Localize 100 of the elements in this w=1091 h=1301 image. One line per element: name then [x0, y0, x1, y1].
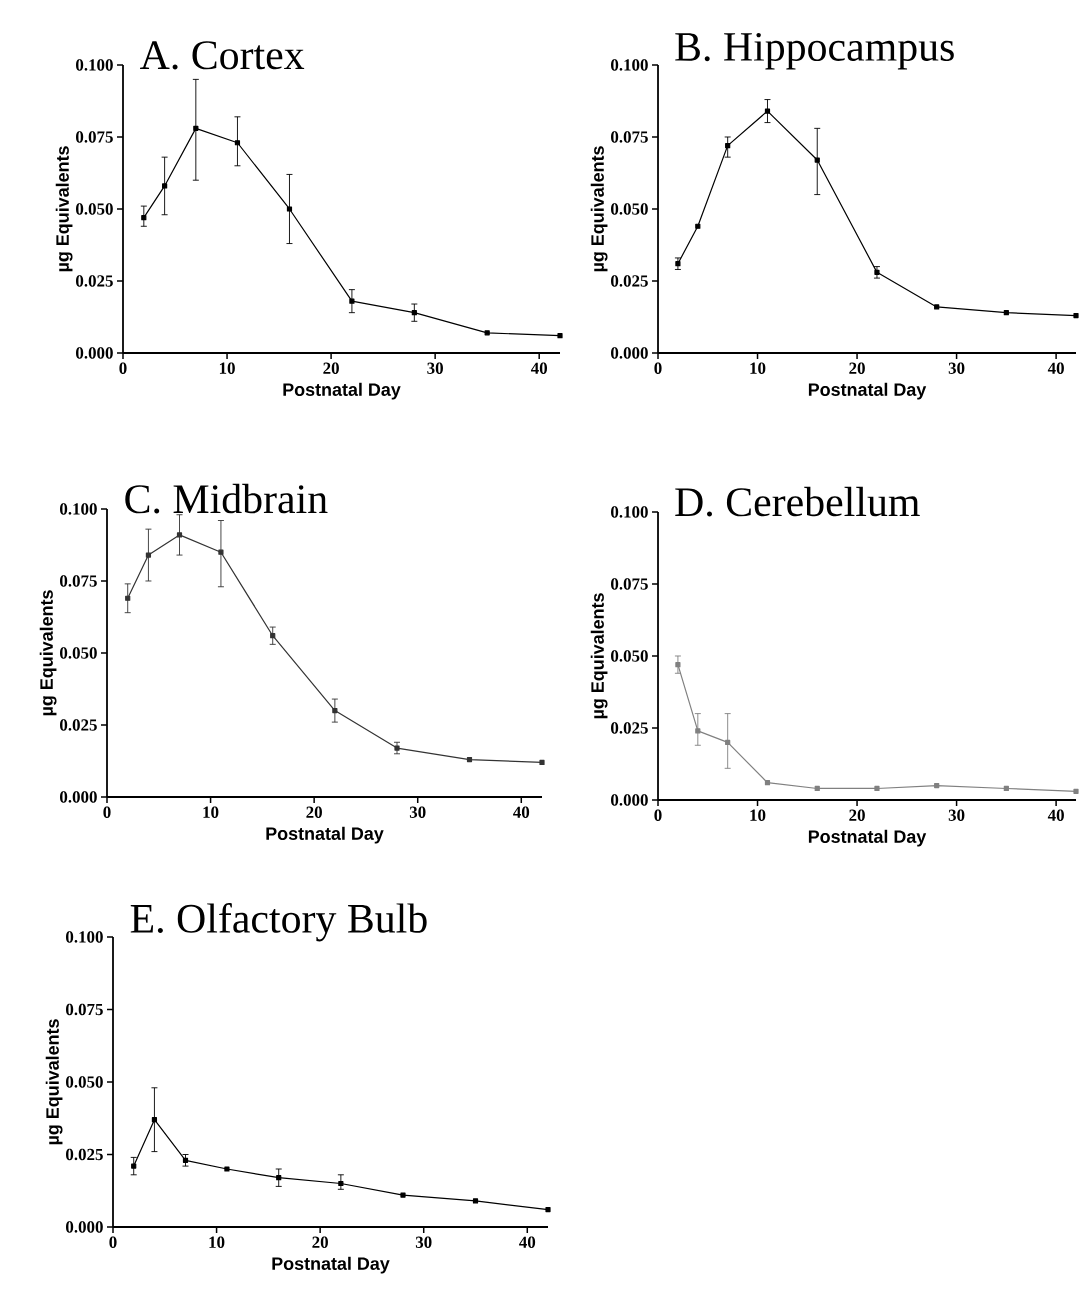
x-tick-label: 40 [530, 362, 548, 374]
y-tick-label: 0.025 [611, 722, 648, 734]
point [218, 549, 224, 555]
x-tick-label: 20 [306, 806, 322, 818]
x-axis-title: Postnatal Day [266, 826, 384, 844]
point [725, 739, 731, 745]
point [145, 552, 152, 558]
y-axis-title: µg Equivalents [590, 146, 608, 272]
y-tick-label: 0.025 [76, 275, 113, 287]
x-tick-label: 20 [323, 362, 339, 374]
y-axis-title: µg Equivalents [55, 146, 73, 272]
y-tick-label: 0.050 [611, 203, 648, 215]
x-tick-label: 10 [219, 362, 235, 374]
x-axis-title: Postnatal Day [808, 829, 927, 847]
x-tick-label: 20 [312, 1236, 328, 1248]
point [814, 785, 820, 792]
point [162, 183, 168, 189]
chart-title: E. Olfactory Bulb [130, 903, 427, 942]
point [176, 532, 183, 538]
x-tick-label: 10 [203, 806, 219, 818]
y-tick-label: 0.025 [60, 719, 97, 731]
x-tick-label: 10 [750, 362, 766, 374]
chart-title: B. Hippocampus [675, 32, 954, 70]
y-tick-label: 0.025 [611, 275, 648, 287]
point [764, 780, 771, 786]
point [466, 756, 473, 763]
point [1073, 788, 1079, 794]
x-axis-title: Postnatal Day [808, 382, 927, 400]
point [286, 206, 293, 212]
x-tick-label: 0 [109, 1236, 117, 1248]
point [125, 595, 131, 601]
y-tick-label: 0.100 [60, 503, 97, 515]
y-tick-label: 0.050 [66, 1076, 103, 1088]
point [814, 157, 820, 163]
x-tick-label: 40 [1047, 809, 1064, 821]
point [400, 1192, 406, 1198]
x-tick-label: 30 [948, 362, 965, 374]
x-tick-label: 20 [849, 362, 865, 374]
y-tick-label: 0.075 [76, 131, 113, 143]
x-tick-label: 30 [948, 809, 965, 821]
y-tick-label: 0.000 [60, 791, 97, 803]
x-tick-label: 30 [409, 806, 426, 818]
x-tick-label: 0 [654, 809, 662, 821]
point [695, 223, 701, 229]
point [1073, 312, 1079, 319]
point [934, 782, 940, 789]
y-tick-label: 0.000 [611, 794, 648, 806]
y-tick-label: 0.050 [611, 650, 648, 662]
y-tick-label: 0.100 [611, 506, 648, 518]
point [270, 633, 276, 639]
x-tick-label: 0 [119, 362, 127, 374]
point [394, 745, 400, 751]
y-tick-label: 0.000 [611, 347, 648, 359]
x-tick-label: 40 [1047, 362, 1064, 374]
point [224, 1166, 230, 1172]
point [725, 143, 731, 149]
y-tick-label: 0.075 [66, 1003, 103, 1016]
point [557, 333, 563, 339]
point [332, 707, 338, 714]
point [141, 215, 147, 221]
y-axis-title: µg Equivalents [590, 593, 608, 719]
point [131, 1163, 137, 1169]
y-tick-label: 0.050 [60, 647, 97, 659]
x-tick-label: 0 [654, 362, 662, 374]
point [276, 1175, 282, 1181]
y-tick-label: 0.050 [76, 203, 113, 215]
x-tick-label: 40 [519, 1236, 536, 1248]
point [484, 330, 490, 336]
x-tick-label: 10 [750, 809, 766, 821]
point [234, 140, 241, 146]
point [151, 1117, 158, 1123]
chart-title: C. Midbrain [125, 483, 328, 514]
chart-title: D. Cerebellum [675, 486, 920, 517]
point [1003, 785, 1009, 792]
point [349, 298, 355, 304]
y-tick-label: 0.000 [76, 347, 113, 359]
point [472, 1198, 479, 1204]
y-tick-label: 0.075 [611, 578, 648, 590]
x-tick-label: 30 [427, 362, 443, 374]
point [695, 728, 701, 734]
y-tick-label: 0.000 [66, 1221, 103, 1233]
x-tick-label: 10 [209, 1236, 225, 1248]
y-tick-label: 0.075 [611, 131, 648, 143]
y-tick-label: 0.100 [611, 59, 648, 71]
point [411, 310, 417, 316]
point [874, 785, 880, 792]
x-tick-label: 20 [849, 809, 865, 821]
x-tick-label: 40 [513, 806, 530, 818]
point [934, 304, 940, 310]
point [675, 662, 681, 668]
y-axis-title: µg Equivalents [45, 1019, 63, 1145]
y-tick-label: 0.100 [76, 59, 113, 71]
y-axis-title: µg Equivalents [39, 590, 57, 716]
x-tick-label: 30 [415, 1236, 432, 1248]
y-tick-label: 0.075 [60, 575, 97, 587]
point [539, 759, 545, 766]
x-axis-title: Postnatal Day [283, 382, 401, 400]
point [545, 1207, 551, 1213]
point [764, 108, 771, 114]
y-tick-label: 0.025 [66, 1148, 103, 1161]
